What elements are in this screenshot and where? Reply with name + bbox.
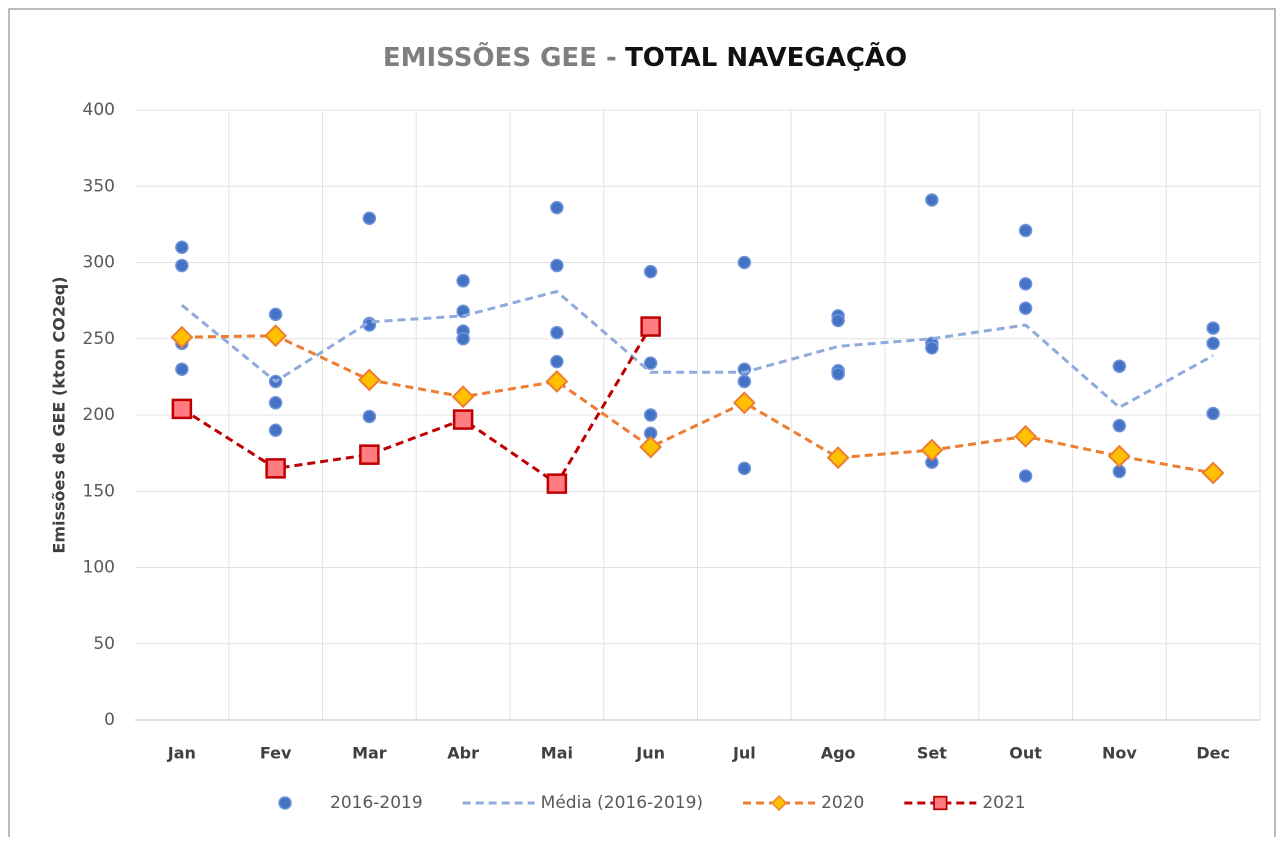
x-tick-label: Mar — [352, 744, 387, 763]
line-marker — [451, 385, 475, 409]
line-marker — [171, 398, 193, 420]
line-marker — [264, 324, 288, 348]
scatter-point — [1018, 301, 1033, 315]
x-tick-label: Nov — [1102, 744, 1137, 763]
series-line — [181, 325, 652, 486]
scatter-point — [268, 396, 283, 410]
scatter-point — [456, 332, 470, 346]
y-tick-label: 200 — [83, 405, 115, 425]
scatter-point — [1112, 418, 1127, 433]
line-marker — [359, 444, 380, 465]
scatter-point — [268, 423, 283, 437]
x-tick-label: Mai — [541, 744, 573, 763]
scatter-point — [1206, 321, 1220, 335]
y-tick-label: 0 — [104, 710, 115, 730]
scatter-point — [175, 240, 189, 254]
x-tick-label: Jul — [732, 744, 756, 763]
scatter-point — [268, 307, 283, 322]
scatter-point — [1018, 223, 1033, 238]
scatter-point — [737, 374, 752, 389]
line-marker — [640, 316, 661, 337]
line-marker — [1107, 444, 1131, 468]
line-marker — [1201, 461, 1225, 485]
line-marker — [357, 368, 381, 392]
y-axis-label: Emissões de GEE (kton CO2eq) — [50, 276, 69, 553]
scatter-point — [643, 408, 658, 422]
scatter-point — [1018, 469, 1033, 483]
scatter-point — [550, 258, 564, 273]
scatter-point — [456, 274, 470, 288]
line-marker — [1014, 424, 1038, 448]
line-marker — [265, 458, 286, 479]
scatter-point — [737, 461, 752, 476]
scatter-point — [643, 264, 658, 279]
scatter-point — [550, 354, 564, 369]
scatter-point — [362, 409, 377, 424]
legend-marker — [278, 796, 292, 810]
scatter-point — [550, 325, 564, 340]
x-tick-label: Set — [917, 744, 947, 763]
series-line — [181, 334, 1214, 475]
chart-border — [8, 8, 1276, 841]
line-marker — [732, 391, 756, 415]
scatter-point — [1018, 277, 1033, 291]
y-tick-label: 300 — [83, 253, 115, 273]
scatter-point — [831, 313, 845, 328]
title-part: TOTAL NAVEGAÇÃO — [625, 41, 907, 73]
line-marker — [170, 325, 194, 349]
line-marker — [545, 370, 569, 393]
y-tick-label: 400 — [83, 100, 115, 120]
line-marker — [452, 409, 474, 430]
x-tick-label: Out — [1009, 744, 1042, 763]
scatter-point — [175, 362, 189, 376]
x-tick-label: Jun — [635, 744, 665, 763]
legend-marker — [771, 795, 788, 811]
scatter-point — [925, 193, 939, 207]
scatter-point — [550, 200, 564, 215]
y-tick-label: 50 — [93, 634, 115, 654]
y-tick-label: 100 — [83, 558, 115, 578]
scatter-point — [737, 255, 752, 270]
title-part: EMISSÕES GEE - — [383, 41, 617, 73]
scatter-point — [925, 341, 939, 355]
y-tick-label: 150 — [83, 481, 115, 501]
legend-label: 2020 — [821, 793, 864, 813]
scatter-point — [1206, 336, 1220, 351]
line-marker — [920, 438, 944, 462]
y-tick-label: 250 — [83, 329, 115, 349]
scatter-point — [1206, 406, 1220, 421]
series-line — [180, 289, 1214, 410]
legend-label: 2021 — [982, 793, 1025, 813]
legend-label: 2016-2019 — [330, 793, 423, 813]
x-tick-label: Ago — [821, 744, 856, 763]
y-tick-label: 350 — [83, 176, 115, 196]
scatter-point — [362, 211, 377, 226]
x-tick-label: Fev — [260, 744, 292, 763]
x-tick-label: Dec — [1196, 744, 1230, 763]
scatter-point — [175, 258, 189, 273]
legend-label: Média (2016-2019) — [541, 793, 703, 813]
scatter-point — [643, 356, 658, 370]
line-marker — [826, 446, 850, 470]
x-tick-label: Abr — [447, 744, 479, 763]
line-marker — [639, 435, 663, 459]
scatter-point — [1112, 359, 1127, 373]
x-tick-label: Jan — [167, 744, 196, 763]
chart-title: EMISSÕES GEE - TOTAL NAVEGAÇÃO — [383, 41, 907, 73]
legend-marker — [933, 795, 948, 811]
scatter-point — [831, 367, 845, 381]
line-marker — [546, 473, 568, 494]
